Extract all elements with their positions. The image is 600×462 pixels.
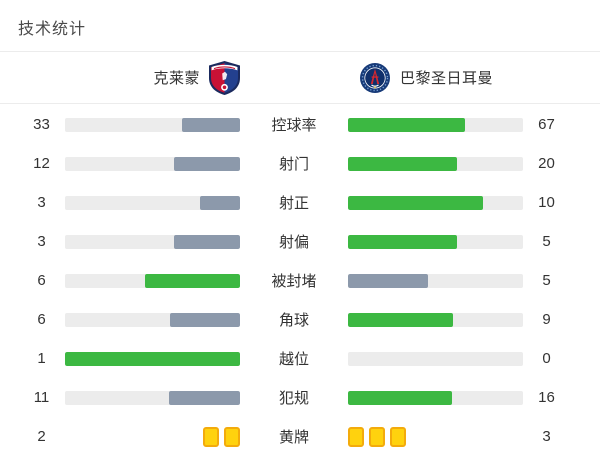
- stat-label: 犯规: [278, 390, 309, 407]
- away-bar-fill: [348, 234, 458, 249]
- away-value: 5: [542, 272, 551, 289]
- home-value: 6: [37, 311, 46, 328]
- home-value: 12: [33, 155, 50, 172]
- stat-label: 被封堵: [271, 273, 317, 290]
- stat-label: 射偏: [278, 234, 309, 251]
- away-bar-fill: [348, 156, 458, 171]
- home-team-name: 克莱蒙: [153, 70, 200, 87]
- stat-row: 6 角球 9: [0, 300, 600, 339]
- stat-row: 3 射偏 5: [0, 222, 600, 261]
- stat-row: 12 射门 20: [0, 144, 600, 183]
- home-bar: [65, 156, 240, 171]
- away-team[interactable]: 巴黎圣日耳曼: [295, 62, 600, 93]
- page-title: 技术统计: [18, 21, 87, 38]
- away-bar-fill: [348, 390, 452, 405]
- away-bar: [348, 195, 523, 210]
- away-bar: [348, 156, 523, 171]
- home-value: 3: [37, 233, 46, 250]
- home-bar-fill: [168, 390, 240, 405]
- away-value: 10: [538, 194, 555, 211]
- home-value: 11: [33, 389, 50, 406]
- stat-row: 33 控球率 67: [0, 105, 600, 144]
- away-cards: [348, 426, 523, 447]
- stat-row: 11 犯规 16: [0, 378, 600, 417]
- title-divider: [0, 51, 600, 52]
- team-header: 克莱蒙 巴黎圣日耳曼: [0, 52, 600, 103]
- away-bar-fill: [348, 273, 428, 288]
- home-bar-fill: [170, 312, 240, 327]
- away-bar: [348, 234, 523, 249]
- home-bar-fill: [174, 234, 240, 249]
- stat-row: 3 射正 10: [0, 183, 600, 222]
- home-bar: [65, 195, 240, 210]
- home-bar-fill: [144, 273, 240, 288]
- away-bar: [348, 273, 523, 288]
- away-value: 9: [542, 311, 551, 328]
- away-bar: [348, 390, 523, 405]
- stats-list: 33 控球率 67 12 射门 20 3 射正 10 3 射偏 5 6 被封堵 5 6 角球 9 1 越位 0 11 犯规 1…: [0, 104, 600, 456]
- away-team-name: 巴黎圣日耳曼: [400, 70, 494, 87]
- home-cards: [65, 426, 240, 447]
- away-bar: [348, 351, 523, 366]
- header-divider: [0, 103, 600, 104]
- home-bar: [65, 234, 240, 249]
- away-bar-fill: [348, 117, 466, 132]
- home-bar-fill: [174, 156, 240, 171]
- home-bar: [65, 390, 240, 405]
- home-value: 2: [37, 428, 46, 445]
- stat-label: 越位: [278, 351, 309, 368]
- home-bar: [65, 117, 240, 132]
- yellow-card-icon: [369, 426, 385, 447]
- away-value: 16: [538, 389, 555, 406]
- home-bar-fill: [182, 117, 240, 132]
- home-bar: [65, 351, 240, 366]
- stat-label: 黄牌: [278, 429, 309, 446]
- clermont-badge-icon: [209, 60, 240, 95]
- stat-row: 1 越位 0: [0, 339, 600, 378]
- away-value: 20: [538, 155, 555, 172]
- yellow-card-icon: [348, 426, 364, 447]
- away-value: 3: [542, 428, 551, 445]
- yellow-card-icon: [203, 426, 219, 447]
- away-bar: [348, 117, 523, 132]
- home-value: 3: [37, 194, 46, 211]
- psg-badge-icon: [360, 62, 390, 93]
- away-value: 0: [542, 350, 551, 367]
- home-bar-fill: [65, 351, 240, 366]
- away-bar-fill: [348, 312, 453, 327]
- stat-row: 2 黄牌 3: [0, 417, 600, 456]
- stat-label: 角球: [278, 312, 309, 329]
- home-team[interactable]: 克莱蒙: [0, 60, 295, 95]
- home-bar-fill: [199, 195, 240, 210]
- stat-label: 控球率: [271, 117, 317, 134]
- stat-label: 射门: [278, 156, 309, 173]
- home-bar: [65, 312, 240, 327]
- yellow-card-icon: [224, 426, 240, 447]
- stat-row: 6 被封堵 5: [0, 261, 600, 300]
- home-value: 33: [33, 116, 50, 133]
- yellow-card-icon: [390, 426, 406, 447]
- away-value: 67: [538, 116, 555, 133]
- away-bar-fill: [348, 195, 483, 210]
- home-value: 1: [37, 350, 46, 367]
- home-bar: [65, 273, 240, 288]
- away-bar: [348, 312, 523, 327]
- stat-label: 射正: [278, 195, 309, 212]
- home-value: 6: [37, 272, 46, 289]
- away-value: 5: [542, 233, 551, 250]
